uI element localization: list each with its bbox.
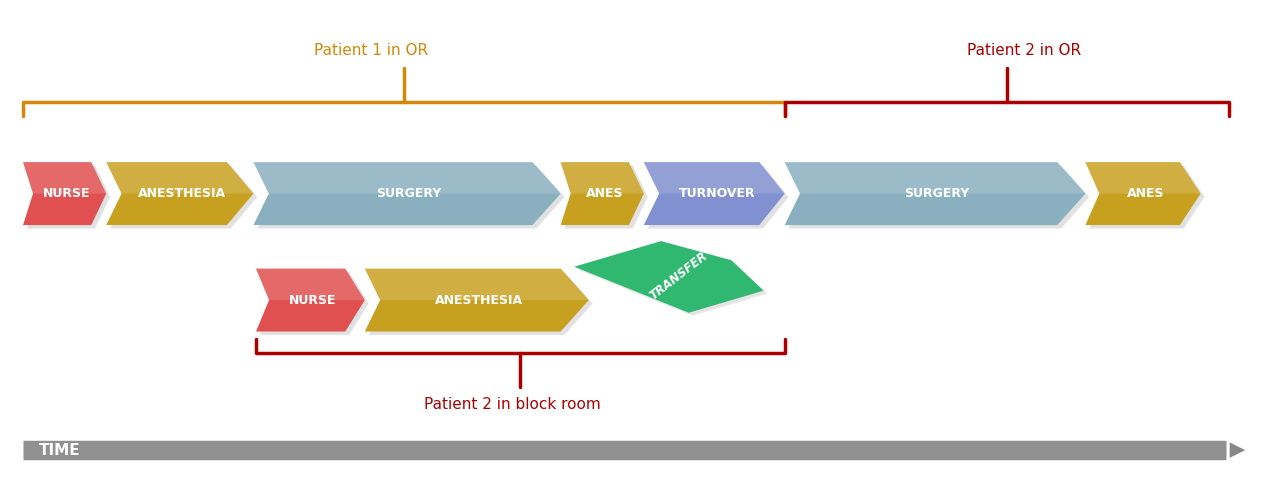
Polygon shape (256, 269, 365, 300)
Polygon shape (365, 269, 589, 332)
Text: ANES: ANES (1128, 187, 1165, 200)
Polygon shape (785, 162, 1085, 194)
Text: Patient 2 in block room: Patient 2 in block room (424, 397, 600, 412)
Polygon shape (561, 162, 644, 225)
Polygon shape (106, 162, 253, 194)
Polygon shape (1085, 162, 1201, 194)
Polygon shape (564, 166, 648, 228)
Polygon shape (369, 272, 593, 335)
Text: TRANSFER: TRANSFER (646, 249, 710, 302)
Polygon shape (110, 166, 257, 228)
Polygon shape (365, 269, 589, 300)
Polygon shape (23, 162, 106, 225)
Text: NURSE: NURSE (289, 294, 337, 306)
Polygon shape (579, 244, 767, 319)
Polygon shape (788, 166, 1089, 228)
Text: ANES: ANES (585, 187, 623, 200)
Polygon shape (257, 166, 564, 228)
Polygon shape (575, 241, 763, 317)
Text: Patient 2 in OR: Patient 2 in OR (966, 43, 1082, 58)
Polygon shape (260, 272, 369, 335)
Polygon shape (644, 162, 785, 194)
Text: ANESTHESIA: ANESTHESIA (138, 187, 227, 200)
Text: SURGERY: SURGERY (905, 187, 970, 200)
Polygon shape (253, 162, 561, 194)
Text: ANESTHESIA: ANESTHESIA (435, 294, 524, 306)
Text: SURGERY: SURGERY (376, 187, 442, 200)
Text: TURNOVER: TURNOVER (678, 187, 755, 200)
Polygon shape (644, 162, 785, 225)
Polygon shape (648, 166, 788, 228)
Text: NURSE: NURSE (44, 187, 91, 200)
Polygon shape (561, 162, 644, 194)
Polygon shape (1089, 166, 1204, 228)
Polygon shape (256, 269, 365, 332)
Polygon shape (253, 162, 561, 225)
Polygon shape (27, 166, 110, 228)
Polygon shape (23, 162, 106, 194)
Text: Patient 1 in OR: Patient 1 in OR (314, 43, 429, 58)
Polygon shape (106, 162, 253, 225)
Text: TIME: TIME (38, 443, 81, 457)
Polygon shape (1085, 162, 1201, 225)
Polygon shape (785, 162, 1085, 225)
